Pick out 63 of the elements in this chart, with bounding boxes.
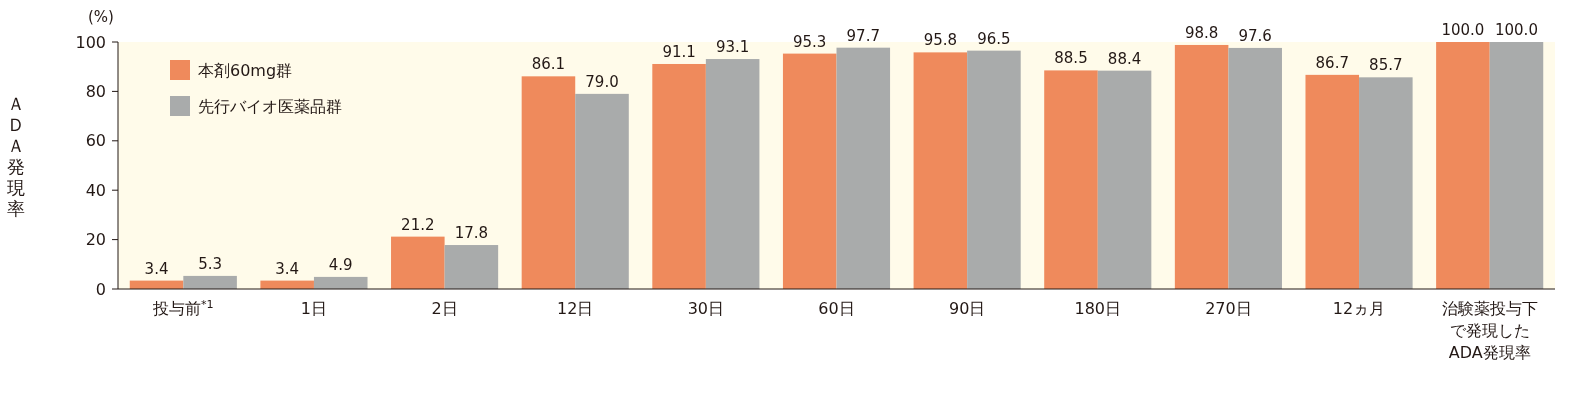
bar: [1228, 47, 1282, 289]
legend-label: 本剤60mg群: [198, 60, 293, 80]
y-tick-label: 0: [95, 279, 106, 299]
legend-label: 先行バイオ医薬品群: [198, 96, 342, 116]
bar: [521, 76, 576, 289]
bar: [1174, 44, 1229, 289]
x-tick-label: 12ヵ月: [1332, 299, 1386, 318]
data-label: 3.4: [144, 259, 169, 278]
y-tick-label: 100: [75, 32, 106, 52]
bar: [652, 63, 706, 289]
bar: [836, 47, 891, 289]
x-tick-label: 12日: [557, 299, 594, 318]
data-label: 93.1: [715, 38, 750, 57]
bar: [782, 53, 837, 289]
data-label: 86.1: [531, 55, 566, 74]
bar: [575, 93, 629, 289]
bar: [705, 59, 760, 289]
data-label: 100.0: [1494, 21, 1538, 39]
bar: [967, 50, 1021, 289]
x-tick-label: 180日: [1074, 299, 1122, 318]
bar: [313, 276, 368, 289]
text: (%): [88, 8, 114, 26]
bar: [1044, 70, 1098, 289]
x-tick-label: 270日: [1205, 299, 1252, 318]
data-label: 96.5: [977, 29, 1011, 48]
bar: [1305, 74, 1360, 289]
data-label: 97.7: [846, 26, 880, 45]
data-label: 97.6: [1238, 26, 1272, 45]
data-label: 95.3: [793, 32, 827, 51]
bar: [1489, 42, 1544, 289]
y-tick-label: 20: [85, 230, 106, 250]
x-tick-label: 治験薬投与下で発現したADA発現率: [1441, 299, 1538, 362]
x-tick-label: 30日: [687, 299, 725, 318]
data-label: 4.9: [328, 255, 353, 274]
x-tick-label: 1日: [300, 299, 328, 318]
data-label: 95.8: [923, 31, 958, 50]
x-tick-label: 60日: [818, 299, 855, 318]
bar: [183, 275, 237, 289]
x-tick-label: 投与前$^{*1}$: [151, 297, 214, 318]
data-label: 88.5: [1054, 49, 1088, 68]
bar: [444, 245, 499, 289]
data-label: 85.7: [1369, 56, 1403, 75]
data-label: 17.8: [454, 224, 489, 243]
data-label: 91.1: [662, 42, 696, 61]
y-tick-label: 60: [85, 131, 106, 151]
data-label: 100.0: [1441, 21, 1485, 39]
y-tick-label: 40: [85, 180, 106, 200]
bar: [1097, 70, 1152, 289]
y-tick-label: 80: [85, 82, 106, 101]
x-tick-label: 2日: [431, 299, 458, 318]
x-tick-label: 90日: [948, 299, 986, 318]
bar: [1436, 42, 1490, 289]
bar: [913, 52, 968, 289]
data-label: 98.8: [1184, 23, 1219, 42]
data-label: 88.4: [1107, 49, 1142, 68]
y-axis-title: ＡＤＡ発現率: [7, 93, 25, 219]
data-label: 21.2: [401, 215, 435, 234]
data-label: 3.4: [275, 259, 300, 278]
data-label: 86.7: [1315, 53, 1349, 72]
data-label: 5.3: [198, 254, 223, 273]
bar: [1359, 77, 1413, 289]
bar: [391, 236, 445, 289]
data-label: 79.0: [585, 72, 619, 91]
